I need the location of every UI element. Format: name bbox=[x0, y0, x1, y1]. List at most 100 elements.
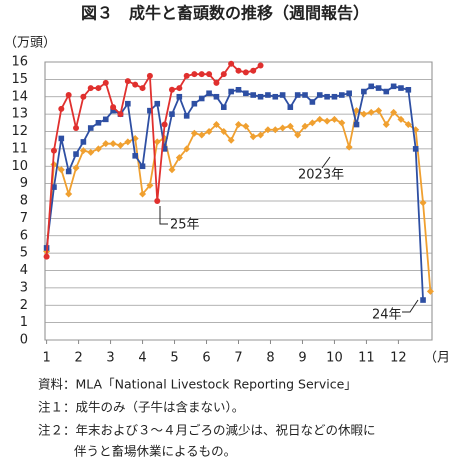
point bbox=[65, 168, 72, 175]
point bbox=[95, 85, 102, 92]
point bbox=[58, 105, 65, 112]
y-tick-label: 9 bbox=[20, 176, 28, 191]
point bbox=[316, 92, 323, 98]
point bbox=[190, 129, 198, 137]
point bbox=[331, 93, 338, 100]
point bbox=[249, 133, 257, 141]
x-tick-label: 12 bbox=[390, 351, 407, 366]
point bbox=[390, 108, 398, 116]
point bbox=[176, 85, 183, 92]
x-tick-label: 4 bbox=[138, 351, 146, 366]
point bbox=[279, 124, 287, 132]
point bbox=[383, 88, 390, 95]
y-tick-label: 6 bbox=[20, 228, 28, 243]
note: 注１：成牛のみ（子牛は含まない）。 bbox=[38, 400, 244, 415]
point bbox=[124, 78, 131, 85]
point bbox=[220, 104, 227, 110]
point bbox=[235, 121, 242, 129]
y-tick-label: 11 bbox=[11, 141, 28, 156]
point bbox=[102, 79, 109, 86]
point bbox=[65, 190, 73, 198]
x-tick-label: 9 bbox=[298, 351, 306, 366]
point bbox=[279, 92, 286, 98]
y-tick-label: 15 bbox=[11, 72, 28, 87]
y-tick-label: 0 bbox=[20, 333, 28, 348]
point bbox=[213, 93, 220, 100]
point bbox=[309, 99, 316, 105]
point bbox=[168, 166, 176, 174]
point bbox=[242, 122, 250, 130]
point bbox=[294, 92, 301, 98]
leader-line bbox=[402, 299, 419, 313]
point bbox=[345, 143, 353, 151]
point bbox=[183, 145, 191, 153]
point bbox=[227, 136, 235, 144]
point bbox=[294, 131, 302, 139]
point bbox=[220, 128, 228, 135]
note: 伴うと畜場休業によるもの。 bbox=[74, 444, 236, 459]
point bbox=[250, 67, 257, 74]
point bbox=[198, 95, 205, 102]
point bbox=[125, 100, 131, 107]
point bbox=[212, 121, 220, 129]
point bbox=[198, 131, 206, 139]
y-tick-label: 2 bbox=[20, 298, 28, 313]
point bbox=[169, 111, 175, 117]
point bbox=[80, 93, 87, 100]
point bbox=[257, 131, 265, 139]
point bbox=[404, 121, 412, 129]
x-tick-label: 3 bbox=[106, 351, 114, 366]
point bbox=[132, 153, 138, 159]
point bbox=[102, 116, 109, 123]
point bbox=[308, 119, 316, 127]
point bbox=[330, 115, 338, 123]
point bbox=[72, 164, 80, 172]
point bbox=[361, 88, 367, 95]
point bbox=[51, 184, 57, 190]
y-tick-label: 1 bbox=[20, 315, 28, 330]
point bbox=[323, 117, 331, 125]
point bbox=[220, 71, 227, 78]
x-tick-label: 8 bbox=[266, 351, 274, 366]
point bbox=[191, 71, 198, 78]
point bbox=[191, 100, 198, 107]
x-tick-label: 11 bbox=[358, 351, 375, 366]
point bbox=[405, 87, 412, 93]
point bbox=[205, 128, 213, 135]
x-axis-label: （月） bbox=[424, 351, 450, 366]
point bbox=[183, 72, 190, 79]
point bbox=[73, 125, 80, 132]
point bbox=[367, 108, 375, 116]
point bbox=[235, 67, 242, 74]
point bbox=[87, 125, 94, 131]
point bbox=[87, 148, 95, 156]
point bbox=[242, 69, 249, 76]
point bbox=[398, 85, 404, 91]
point bbox=[346, 90, 352, 97]
point bbox=[271, 126, 279, 134]
point bbox=[198, 71, 205, 78]
point bbox=[124, 138, 132, 146]
y-tick-label: 5 bbox=[20, 246, 28, 261]
point bbox=[382, 121, 390, 129]
point bbox=[154, 198, 161, 204]
x-tick-label: 7 bbox=[234, 351, 242, 366]
point bbox=[94, 145, 102, 153]
x-tick-label: 1 bbox=[42, 351, 50, 366]
point bbox=[80, 139, 87, 145]
point bbox=[287, 104, 294, 110]
point bbox=[153, 138, 161, 146]
point bbox=[73, 151, 79, 157]
x-tick-label: 2 bbox=[74, 351, 82, 366]
point bbox=[110, 104, 117, 111]
point bbox=[139, 163, 146, 170]
point bbox=[272, 93, 279, 100]
point bbox=[339, 92, 345, 98]
point bbox=[390, 83, 397, 90]
point bbox=[419, 199, 427, 207]
point bbox=[110, 107, 116, 114]
point bbox=[353, 121, 360, 128]
point bbox=[375, 85, 382, 91]
point bbox=[65, 92, 72, 99]
